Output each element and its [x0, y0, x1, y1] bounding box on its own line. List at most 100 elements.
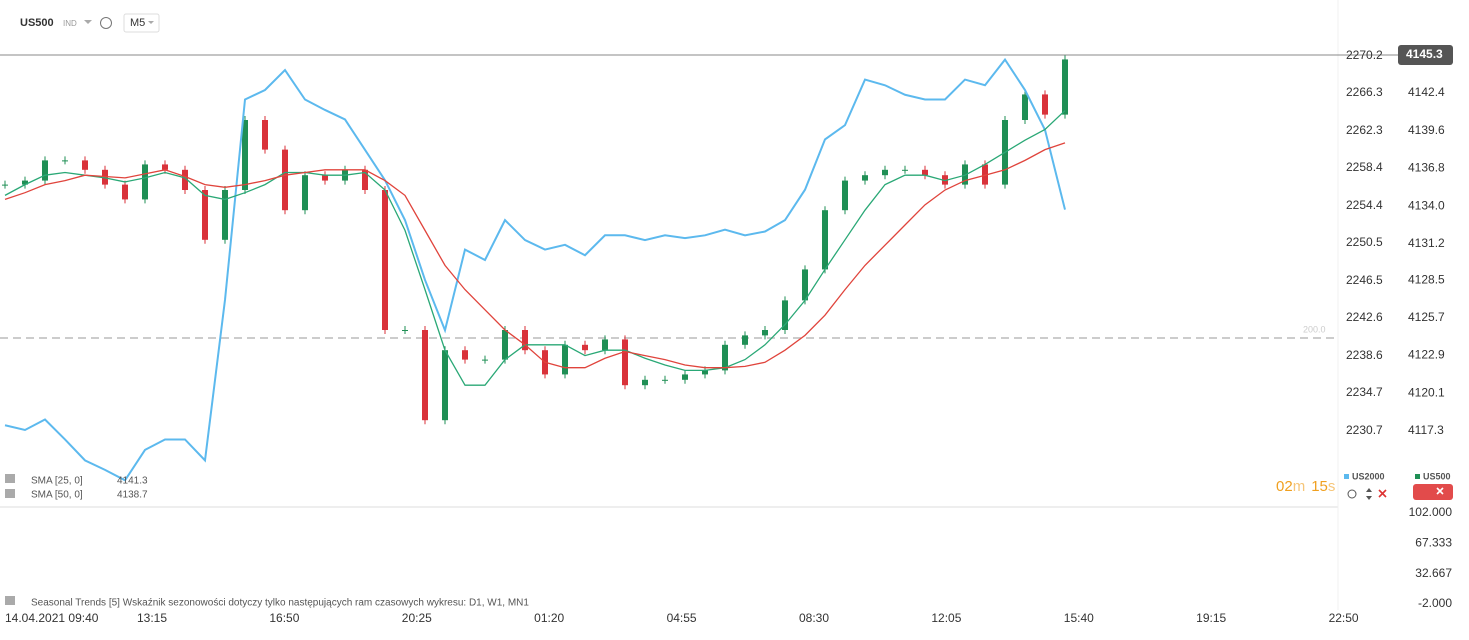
legend-us500[interactable]: US500: [1423, 471, 1451, 481]
candle: [802, 269, 808, 301]
candle: [222, 190, 228, 240]
candle: [142, 164, 148, 200]
candle: [722, 344, 728, 371]
right-axis-label: 4128.5: [1408, 272, 1445, 286]
legend-swatch: [1344, 474, 1349, 479]
x-axis-label: 14.04.2021 09:40: [5, 611, 99, 625]
candle: [842, 180, 848, 211]
left-axis-label: 2270.2: [1346, 48, 1383, 62]
sma50-label: SMA [50, 0]: [31, 490, 83, 501]
legend-us2000[interactable]: US2000: [1352, 471, 1385, 481]
candle: [22, 180, 28, 185]
right-axis-label: 4142.4: [1408, 85, 1445, 99]
series-toggle[interactable]: [1413, 484, 1453, 500]
lower-axis-label: 32.667: [1415, 566, 1452, 580]
candle: [742, 335, 748, 345]
current-price: 4145.3: [1406, 47, 1443, 61]
candle: [502, 330, 508, 360]
candle: [682, 374, 688, 380]
candle: [242, 120, 248, 190]
symbol[interactable]: US500: [20, 17, 54, 29]
x-axis-label: 04:55: [667, 611, 697, 625]
countdown: 02m 15s: [1276, 478, 1335, 495]
candle: [782, 300, 788, 330]
left-axis-label: 2262.3: [1346, 123, 1383, 137]
sma25-label: SMA [25, 0]: [31, 476, 83, 487]
candle: [62, 160, 68, 162]
left-axis-label: 2234.7: [1346, 385, 1383, 399]
right-axis-label: 4122.9: [1408, 348, 1445, 362]
candle: [1062, 59, 1068, 115]
current-price-box: [1398, 45, 1453, 65]
badge: IND: [63, 19, 77, 28]
indicator-icon[interactable]: [5, 596, 15, 605]
left-axis-label: 2254.4: [1346, 198, 1383, 212]
timeframe-box[interactable]: [123, 13, 160, 33]
close-icon: [1436, 487, 1444, 495]
info-icon[interactable]: [100, 17, 112, 29]
candle: [102, 169, 108, 185]
x-axis-label: 20:25: [402, 611, 432, 625]
right-axis-label: 4139.6: [1408, 123, 1445, 137]
candle: [482, 359, 488, 361]
left-axis-label: 2258.4: [1346, 160, 1383, 174]
candle: [362, 169, 368, 190]
price-line: [4, 57, 1066, 482]
candle: [42, 160, 48, 181]
candle: [1042, 94, 1048, 115]
countdown-min: 02: [1276, 478, 1293, 495]
candle: [642, 379, 648, 386]
sma-line: [4, 110, 1066, 386]
lower-axis-label: 102.000: [1409, 505, 1453, 519]
candle: [182, 169, 188, 190]
move-icon[interactable]: [1366, 488, 1372, 500]
dropdown-arrow[interactable]: [84, 20, 92, 24]
candle: [422, 330, 428, 421]
lower-axis-label: -2.000: [1418, 596, 1452, 610]
left-axis-label: 2266.3: [1346, 85, 1383, 99]
candle: [162, 164, 168, 170]
level-label: 200.0: [1303, 324, 1326, 334]
sma50-last: 4138.7: [117, 490, 148, 501]
left-axis-label: 2250.5: [1346, 235, 1383, 249]
dropdown-arrow: [148, 21, 154, 24]
x-axis-label: 22:50: [1329, 611, 1359, 625]
x-axis-label: 12:05: [931, 611, 961, 625]
countdown-unit: m: [1293, 478, 1306, 495]
x-axis-label: 16:50: [269, 611, 299, 625]
x-axis-label: 08:30: [799, 611, 829, 625]
candle: [862, 175, 868, 181]
candle: [462, 350, 468, 360]
candle: [882, 169, 888, 176]
lower-axis-label: 67.333: [1415, 536, 1452, 550]
x-axis-label: 13:15: [137, 611, 167, 625]
right-axis-label: 4117.3: [1408, 423, 1444, 437]
indicator-icon[interactable]: [5, 489, 15, 498]
candle: [702, 370, 708, 375]
candle: [122, 184, 128, 200]
candle: [902, 169, 908, 171]
candle: [282, 149, 288, 211]
candle: [262, 120, 268, 150]
sma-line: [4, 142, 1066, 369]
candle: [1022, 94, 1028, 120]
close-icon[interactable]: [1378, 489, 1387, 498]
candle: [442, 350, 448, 421]
candle: [562, 344, 568, 375]
countdown-unit: s: [1328, 478, 1336, 495]
candle: [402, 330, 408, 331]
legend-swatch: [1415, 474, 1420, 479]
candle: [382, 190, 388, 330]
timeframe[interactable]: M5: [130, 17, 145, 29]
eye-icon[interactable]: [1347, 489, 1357, 499]
countdown-sec: 15: [1311, 478, 1328, 495]
candle: [2, 184, 8, 186]
candle: [582, 344, 588, 351]
candle: [662, 379, 668, 381]
right-axis-label: 4131.2: [1408, 236, 1445, 250]
sma25-last: 4141.3: [117, 476, 148, 487]
left-axis-label: 2242.6: [1346, 310, 1383, 324]
indicator-icon[interactable]: [5, 474, 15, 483]
right-axis-label: 4120.1: [1408, 385, 1445, 399]
candle: [622, 339, 628, 386]
